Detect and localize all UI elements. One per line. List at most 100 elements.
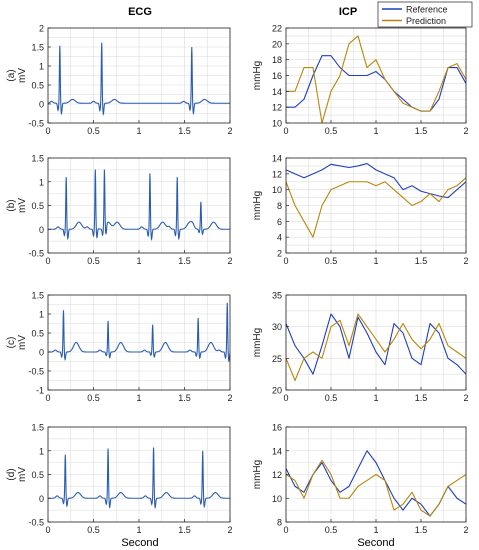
y-tick-label: 14: [272, 87, 282, 97]
panel-c-icp: 20 25 30 35 0 0.5 1 1.5 2 mmHg: [252, 291, 469, 404]
panel-label: (d): [6, 468, 17, 480]
y-tick-label: 1: [39, 177, 44, 187]
x-tick-label: 0: [283, 256, 288, 266]
y-tick-label: 8: [277, 201, 282, 211]
y-tick-label: 18: [272, 55, 282, 65]
x-tick-label: 1.5: [415, 126, 428, 136]
ecg-trace: [48, 169, 230, 242]
y-axis-label: mmHg: [252, 61, 263, 90]
ecg-trace: [48, 447, 230, 510]
x-tick-label: 0: [283, 393, 288, 403]
panel-c-ecg: -1 -0.5 0 0.5 1 1.5 0 0.5 1 1.5 2 (c) mV: [6, 291, 233, 404]
y-tick-label: 16: [272, 71, 282, 81]
x-tick-label: 2: [463, 393, 468, 403]
ecg-trace: [48, 42, 230, 117]
plot-area: [48, 302, 230, 363]
y-tick-label: 10: [272, 494, 282, 504]
x-tick-label: 2: [227, 126, 232, 136]
x-tick-label: 0: [283, 525, 288, 535]
ecg-column-title: ECG: [128, 6, 152, 18]
y-tick-label: 12: [272, 470, 282, 480]
y-tick-label: 0: [39, 100, 44, 110]
y-tick-label: 10: [272, 119, 282, 129]
y-tick-label: 12: [272, 103, 282, 113]
y-tick-label: -0.5: [28, 518, 44, 528]
icp-x-axis-label: Second: [357, 537, 394, 549]
y-tick-label: 1.5: [31, 154, 44, 164]
plot-area: [286, 450, 466, 517]
y-tick-label: 20: [272, 386, 282, 396]
x-tick-label: 2: [463, 525, 468, 535]
x-tick-label: 1.5: [415, 393, 428, 403]
x-tick-label: 0.5: [325, 126, 338, 136]
x-tick-label: 0: [45, 126, 50, 136]
x-tick-label: 0: [283, 126, 288, 136]
plot-area: [286, 35, 466, 123]
y-tick-label: 14: [272, 154, 282, 164]
y-tick-label: 16: [272, 423, 282, 433]
y-tick-label: 0.5: [31, 329, 44, 339]
ecg-trace: [48, 302, 230, 363]
y-tick-label: 4: [277, 233, 282, 243]
panel-a-ecg: -0.500.511.520 0.5 1 1.5 2(a) mV: [6, 24, 233, 137]
y-axis-label: mV: [17, 68, 28, 83]
y-axis-label: mV: [17, 335, 28, 350]
panel-label: (c): [6, 337, 17, 349]
y-axis-label: mmHg: [252, 191, 263, 220]
x-tick-label: 1: [136, 525, 141, 535]
x-tick-label: 1.5: [415, 256, 428, 266]
x-tick-label: 1: [373, 525, 378, 535]
panel-d-ecg: -0.500.511.50 0.5 1 1.5 2(d) mV: [6, 423, 233, 536]
y-tick-label: -1: [36, 386, 44, 396]
y-tick-label: 35: [272, 291, 282, 301]
x-tick-label: 2: [463, 126, 468, 136]
x-tick-label: 0: [45, 256, 50, 266]
y-tick-label: 0: [39, 348, 44, 358]
y-tick-label: 8: [277, 518, 282, 528]
x-tick-label: 0.5: [325, 525, 338, 535]
legend-reference-label: Reference: [406, 5, 448, 15]
x-tick-label: 0.5: [87, 126, 100, 136]
y-axis-label: mV: [17, 198, 28, 213]
plot-area: [286, 313, 466, 382]
legend-box: [377, 1, 473, 28]
y-tick-label: 1: [39, 62, 44, 72]
y-tick-label: 1.5: [31, 43, 44, 53]
y-tick-label: 12: [272, 169, 282, 179]
y-tick-label: 1: [39, 310, 44, 320]
ecg-x-axis-label: Second: [121, 537, 158, 549]
panel-label: (b): [6, 199, 17, 211]
panel-d-icp: 8 10 12 14 16 0 0.5 1 1.5 2 mmHg: [252, 423, 469, 536]
y-axis-label: mV: [17, 467, 28, 482]
prediction-line: [286, 459, 466, 517]
y-tick-label: 1.5: [31, 291, 44, 301]
x-tick-label: 0: [45, 393, 50, 403]
y-tick-label: 0.5: [31, 81, 44, 91]
y-tick-label: -0.5: [28, 249, 44, 259]
y-tick-label: 25: [272, 354, 282, 364]
x-tick-label: 1.5: [178, 393, 191, 403]
y-tick-label: 1.5: [31, 423, 44, 433]
y-tick-label: 2: [39, 24, 44, 34]
panel-label: (a): [6, 69, 17, 81]
y-tick-label: 0.5: [31, 470, 44, 480]
x-tick-label: 1.5: [178, 256, 191, 266]
y-tick-label: 0: [39, 225, 44, 235]
icp-column-title: ICP: [339, 6, 357, 18]
y-tick-label: 0.5: [31, 201, 44, 211]
panel-a-icp: 10 12 14 16 18 20 22 0 0.5 1 1.5 2 mmHg: [252, 24, 469, 137]
x-tick-label: 1: [373, 393, 378, 403]
prediction-line: [286, 313, 466, 382]
y-tick-label: -0.5: [28, 119, 44, 129]
x-tick-label: 1.5: [178, 525, 191, 535]
reference-line: [286, 162, 466, 199]
x-tick-label: 2: [227, 393, 232, 403]
x-tick-label: 1: [136, 393, 141, 403]
prediction-line: [286, 35, 466, 123]
y-tick-label: 0: [39, 494, 44, 504]
x-tick-label: 0.5: [325, 256, 338, 266]
x-tick-label: 1: [373, 126, 378, 136]
y-tick-label: 30: [272, 322, 282, 332]
x-tick-label: 1: [136, 256, 141, 266]
